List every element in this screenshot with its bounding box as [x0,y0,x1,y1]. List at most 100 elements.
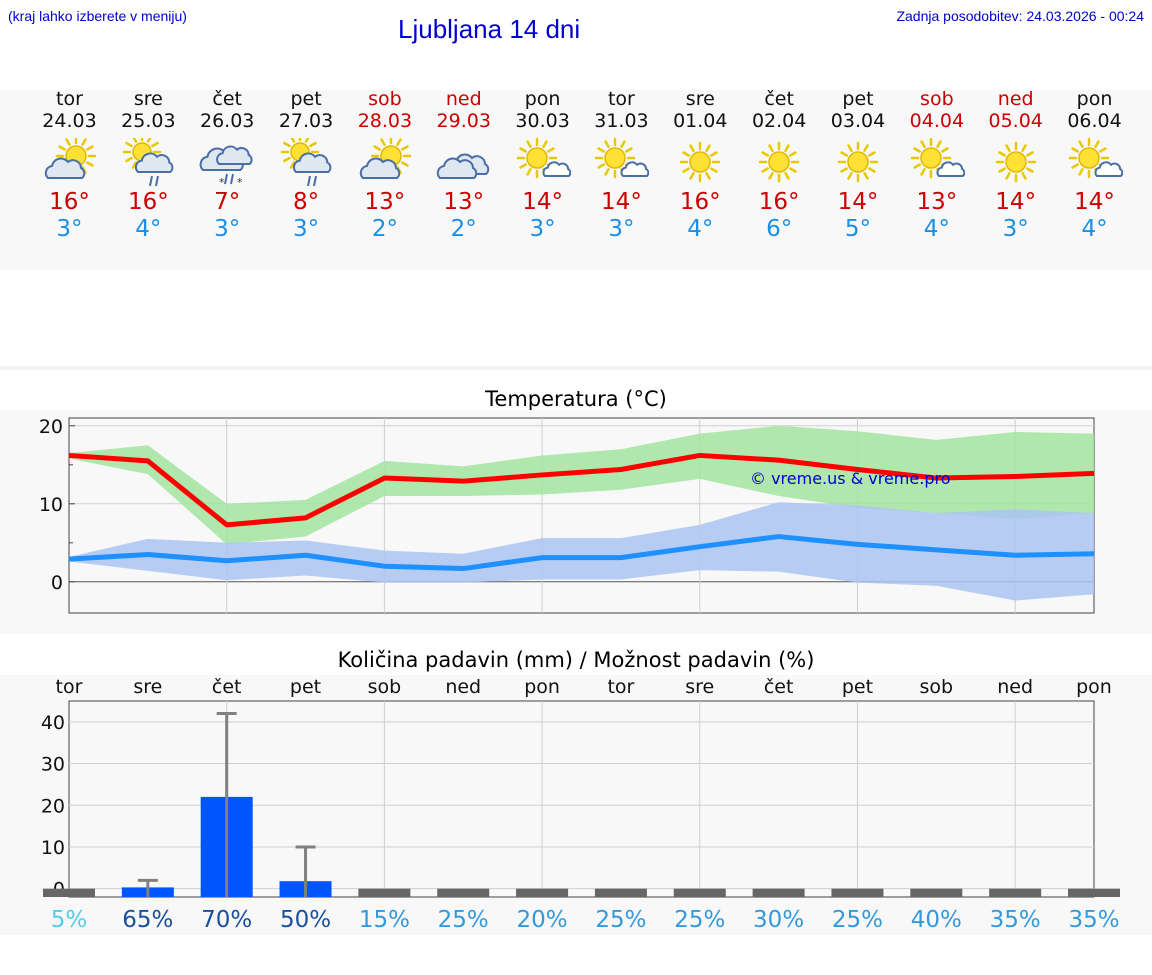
precip-probability: 35% [990,907,1041,933]
y-tick-label: 40 [41,712,65,734]
day-name: pon [1076,88,1113,110]
x-category-label: pet [842,676,873,698]
min-temp: 3° [1002,216,1029,242]
min-temp: 2° [450,216,477,242]
sunny-icon [680,141,721,183]
min-temp: 4° [923,216,950,242]
x-category-label: ned [445,676,481,698]
max-temp: 13° [364,189,406,215]
day-date: 04.04 [909,110,965,132]
precip-probability: 65% [122,907,173,933]
day-name: pet [290,88,322,110]
day-date: 24.03 [42,110,97,132]
max-temp-range-band [69,425,1094,545]
day-name: sre [133,88,163,110]
min-temp: 3° [608,216,635,242]
mostly-sunny-icon [1068,138,1123,179]
day-column: čet 26.03 * * 7° 3° [188,88,267,243]
precip-probability: 25% [674,907,725,933]
svg-text:*: * [237,176,243,186]
day-column: pon 30.03 14° 3° [503,88,582,243]
day-date: 05.04 [988,110,1043,132]
partly-cloudy-icon [44,138,96,179]
precip-bar [989,888,1042,897]
day-date: 30.03 [515,110,570,132]
precip-probability: 70% [201,907,252,933]
y-tick-label: 10 [41,837,65,859]
precip-probability: 25% [438,907,489,933]
precip-probability: 40% [911,907,962,933]
partly-cloudy-icon [359,138,412,179]
max-temp: 16° [127,189,169,215]
precip-bar [752,888,805,897]
cloudy-icon [436,153,489,179]
day-column: pon 06.04 14° 4° [1055,88,1134,243]
precip-probability: 50% [280,907,331,933]
precip-probability: 25% [595,907,646,933]
precip-bar [910,888,963,897]
day-date: 01.04 [673,110,728,132]
day-column: sre 25.03 16° 4° [109,88,188,243]
day-name: tor [56,88,83,110]
day-date: 06.04 [1067,110,1122,132]
precip-bar [673,888,726,897]
max-temp: 16° [758,189,800,215]
day-name: sob [368,88,402,110]
temperature-chart: 0 10 20 © vreme.us & vreme.pro [39,416,1095,614]
daily-forecast: tor 24.03 16° 3° sre 25.03 16° 4° čet 26.03 * * 7° 3°… [0,88,1152,268]
precipitation-chart-title: Količina padavin (mm) / Možnost padavin … [337,648,815,672]
day-column: pet 03.04 14° 5° [819,88,898,243]
precip-bar [358,888,411,897]
day-column: tor 24.03 16° 3° [30,88,109,243]
precip-probability: 30% [753,907,804,933]
min-temp: 3° [292,216,320,242]
day-column: čet 02.04 16° 6° [740,88,819,243]
day-name: sob [920,88,954,110]
day-date: 28.03 [357,110,413,132]
day-date: 29.03 [436,110,491,132]
y-tick-label: 20 [41,795,65,817]
min-temp: 3° [214,216,241,242]
day-date: 31.03 [594,110,649,132]
max-temp-line [68,452,1095,528]
sunny-icon [837,141,879,183]
watermark: © vreme.us & vreme.pro [750,469,951,488]
day-date: 26.03 [199,110,255,132]
max-temp: 14° [522,189,563,215]
precipitation-chart: tor sre čet pet sob ned pon tor sre čet pet sob ned p… [41,676,1120,933]
x-category-label: pet [290,676,321,698]
x-category-label: sob [368,676,402,698]
max-temp: 14° [995,189,1037,215]
max-temp: 16° [679,189,721,215]
max-temp: 14° [1074,189,1115,215]
sunny-icon [758,141,800,183]
day-date: 25.03 [121,110,176,132]
min-temp: 4° [687,216,714,242]
day-name: čet [764,88,794,110]
mostly-sunny-icon [910,138,965,179]
x-category-label: pon [1076,676,1112,698]
max-temp: 14° [837,189,879,215]
max-temp: 8° [292,189,320,215]
precip-bar [43,888,95,897]
precip-bar [516,888,569,897]
sun-cloud-rain-icon [123,138,174,186]
day-name: pon [524,88,561,110]
temperature-chart-title: Temperatura (°C) [485,387,667,411]
x-category-label: čet [212,676,242,698]
day-column: sre 01.04 16° 4° [661,88,740,243]
min-temp: 5° [844,216,872,242]
day-name: ned [445,88,482,110]
min-temp-range-band [69,502,1094,601]
precip-probability: 25% [832,907,883,933]
min-temp: 3° [56,216,83,242]
day-column: sob 04.04 13° 4° [897,88,976,243]
x-category-label: sre [685,676,714,698]
day-column: pet 27.03 8° 3° [267,88,346,243]
max-temp: 13° [916,189,958,215]
precip-probability: 20% [517,907,568,933]
day-column: ned 29.03 13° 2° [424,88,503,243]
location-hint: (kraj lahko izberete v meniju) [8,8,187,24]
min-temp-line [68,534,1095,572]
precip-bar [831,888,884,897]
